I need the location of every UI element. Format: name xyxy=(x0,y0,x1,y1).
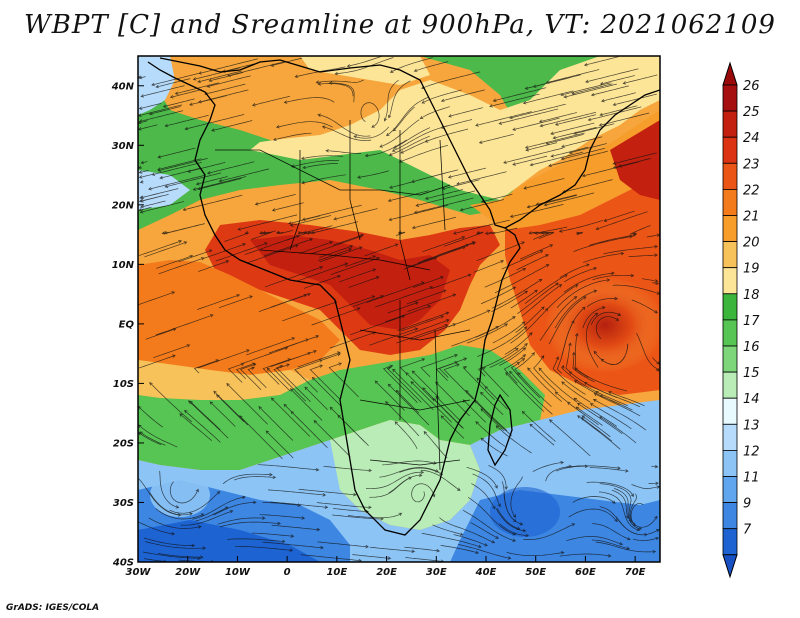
lon-tick-label: 50E xyxy=(525,567,546,578)
west-blue-patch xyxy=(138,56,175,115)
lon-tick-label: 60E xyxy=(575,567,596,578)
lon-tick-label: 30W xyxy=(126,567,152,578)
lon-tick-label: 10E xyxy=(326,567,347,578)
colorbar-segment xyxy=(722,267,738,295)
colorbar-segment xyxy=(722,397,738,425)
indian-ocean-cyclone xyxy=(545,277,660,373)
colorbar-label: 16 xyxy=(743,340,760,355)
colorbar-segment xyxy=(722,215,738,243)
lat-tick-label: 30S xyxy=(113,498,134,509)
colorbar-label: 7 xyxy=(743,523,752,538)
south-atlantic-high xyxy=(150,473,210,517)
colorbar-label: 24 xyxy=(743,131,760,146)
lon-tick-label: 40E xyxy=(475,567,497,578)
colorbar-label: 12 xyxy=(743,444,760,459)
colorbar-label: 22 xyxy=(743,183,760,198)
colorbar-label: 25 xyxy=(743,105,760,120)
lat-tick-label: EQ xyxy=(119,319,135,330)
colorbar-bottom-arrow xyxy=(722,554,738,579)
lat-tick-label: 10S xyxy=(113,379,134,390)
colorbar-segment xyxy=(722,110,738,138)
colorbar-segment xyxy=(722,502,738,530)
colorbar-segment xyxy=(722,136,738,164)
colorbar-label: 21 xyxy=(743,210,760,225)
south-atlantic-deepest xyxy=(138,520,320,562)
streamline-paths xyxy=(138,56,660,562)
colorbar-segment xyxy=(722,162,738,190)
lat-tick-label: 40S xyxy=(112,558,134,569)
streamlines xyxy=(138,56,660,562)
colorbar-segment xyxy=(722,319,738,347)
colorbar-label: 20 xyxy=(743,236,760,251)
colorbar-label: 14 xyxy=(743,392,760,407)
lon-tick-label: 30E xyxy=(426,567,447,578)
lat-tick-label: 40N xyxy=(111,81,135,92)
plot-frame xyxy=(137,55,661,563)
lat-tick-label: 10N xyxy=(112,260,135,271)
lon-tick-label: 0 xyxy=(284,567,291,578)
colorbar-label: 9 xyxy=(743,497,751,512)
lon-tick-label: 70E xyxy=(625,567,646,578)
lon-tick-label: 10W xyxy=(225,567,251,578)
north-yellow-patch xyxy=(300,56,430,85)
colorbar-label: 23 xyxy=(743,157,760,172)
sw-blue-patch xyxy=(138,170,190,210)
atlantic-pale-orange xyxy=(138,360,310,400)
colorbar-label: 13 xyxy=(743,418,760,433)
south-indian-low xyxy=(490,487,560,537)
chart-title: WBPT [C] and Sreamline at 900hPa, VT: 20… xyxy=(24,10,776,40)
colorbar-label: 17 xyxy=(743,314,760,329)
colorbar-top-arrow xyxy=(722,61,738,86)
colorbar-label: 15 xyxy=(743,366,760,381)
northeast-red xyxy=(610,120,660,200)
southern-africa-pale xyxy=(330,420,480,530)
colorbar-label: 11 xyxy=(743,471,760,486)
colorbar-label: 19 xyxy=(743,262,760,277)
colorbar: 26 25 24 23 22 21 20 19 18 17 16 15 14 13 12 11 9 7 xyxy=(722,61,760,579)
lon-tick-label: 20W xyxy=(175,567,201,578)
lat-tick-label: 20S xyxy=(113,438,134,449)
coastlines xyxy=(147,57,660,536)
colorbar-segment xyxy=(722,449,738,477)
colorbar-segment xyxy=(722,84,738,112)
colorbar-label: 26 xyxy=(743,79,760,94)
colorbar-segment xyxy=(722,371,738,399)
lat-tick-label: 20N xyxy=(112,200,135,211)
colorbar-segment xyxy=(722,188,738,216)
country-borders xyxy=(215,120,471,471)
grads-credit: GrADS: IGES/COLA xyxy=(6,603,100,613)
colorbar-label: 18 xyxy=(743,288,760,303)
colorbar-segment xyxy=(722,293,738,321)
sahara-region xyxy=(250,56,660,200)
lon-tick-label: 20E xyxy=(376,567,397,578)
plot-area xyxy=(138,56,660,562)
colorbar-segment xyxy=(722,476,738,504)
colorbar-segment xyxy=(722,528,738,556)
colorbar-segment xyxy=(722,423,738,451)
lat-tick-label: 30N xyxy=(112,141,135,152)
colorbar-segment xyxy=(722,345,738,373)
colorbar-segment xyxy=(722,241,738,269)
